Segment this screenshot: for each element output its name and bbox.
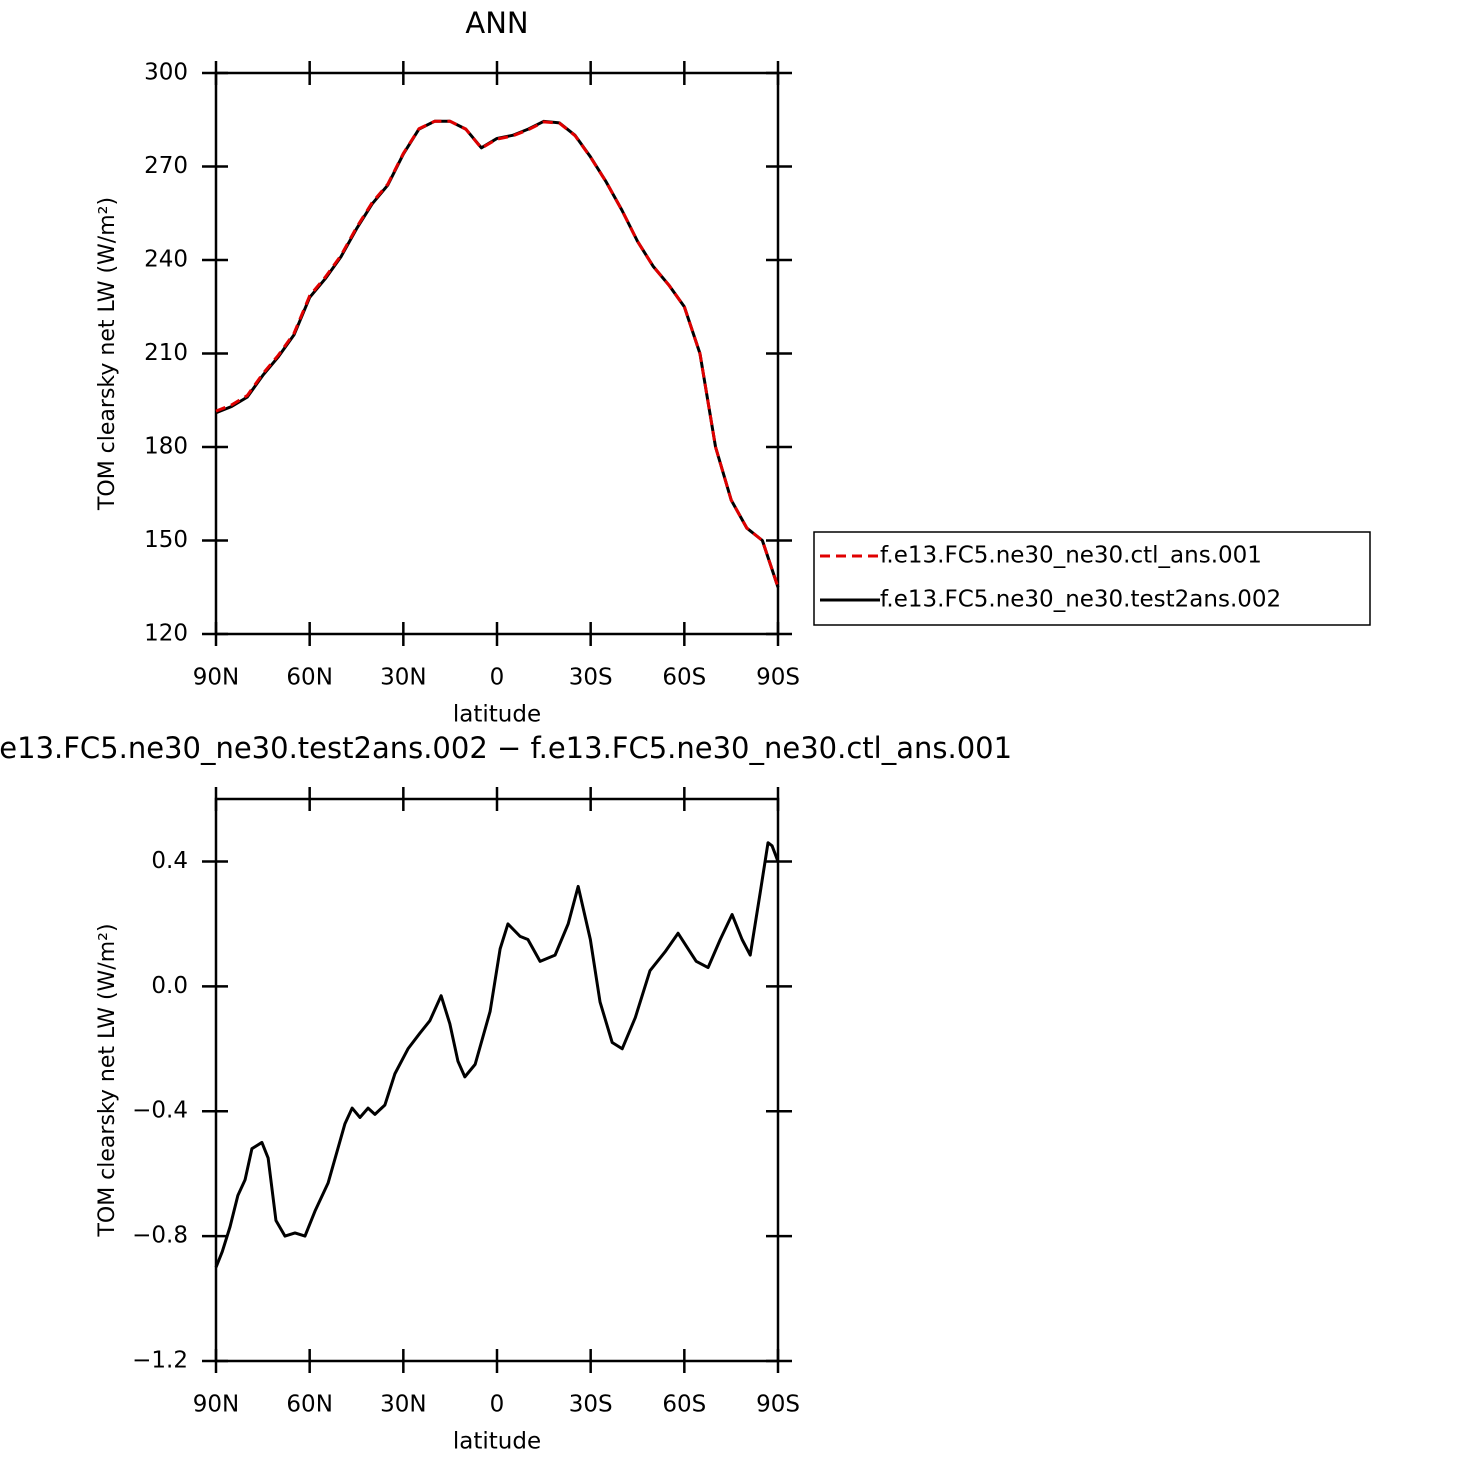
x-tick-label: 60N — [286, 1392, 332, 1418]
x-tick-label: 60S — [662, 665, 706, 691]
series-line — [215, 119, 780, 588]
y-tick-label: 0.4 — [151, 848, 188, 874]
y-tick-label: 240 — [144, 247, 188, 273]
x-tick-label: 0 — [490, 665, 505, 691]
x-tick-label: 30S — [569, 665, 613, 691]
x-tick-label: 60S — [662, 1392, 706, 1418]
x-axis-label: latitude — [453, 702, 541, 728]
x-tick-label: 30N — [380, 665, 426, 691]
y-tick-label: 150 — [144, 527, 188, 553]
legend-box — [813, 531, 1371, 626]
x-tick-label: 30N — [380, 1392, 426, 1418]
x-tick-label: 90N — [193, 1392, 239, 1418]
chart-title: ANN — [465, 6, 528, 40]
y-tick-label: 0.0 — [151, 973, 188, 999]
plot-frame — [214, 71, 780, 636]
y-tick-label: 210 — [144, 340, 188, 366]
x-axis-label: latitude — [453, 1429, 541, 1455]
x-tick-label: 60N — [286, 665, 332, 691]
series-line — [214, 841, 780, 1268]
y-tick-label: −0.8 — [132, 1223, 188, 1249]
legend-label: f.e13.FC5.ne30_ne30.ctl_ans.001 — [880, 543, 1262, 569]
legend-label: f.e13.FC5.ne30_ne30.test2ans.002 — [880, 587, 1281, 613]
x-tick-label: 90S — [756, 1392, 800, 1418]
y-tick-label: 180 — [144, 434, 188, 460]
x-tick-label: 90N — [193, 665, 239, 691]
y-tick-label: 120 — [144, 621, 188, 647]
y-tick-label: 270 — [144, 153, 188, 179]
y-axis-label: TOM clearsky net LW (W/m²) — [95, 923, 120, 1237]
x-tick-label: 0 — [490, 1392, 505, 1418]
x-tick-label: 90S — [756, 665, 800, 691]
plot-frame — [214, 797, 780, 1363]
y-tick-label: −1.2 — [132, 1348, 188, 1374]
y-tick-label: −0.4 — [132, 1098, 188, 1124]
x-tick-label: 30S — [569, 1392, 613, 1418]
series-line — [215, 119, 780, 588]
y-tick-label: 300 — [144, 60, 188, 86]
y-axis-label: TOM clearsky net LW (W/m²) — [95, 197, 120, 511]
chart-title: f.e13.FC5.ne30_ne30.test2ans.002 − f.e13… — [0, 731, 1012, 765]
